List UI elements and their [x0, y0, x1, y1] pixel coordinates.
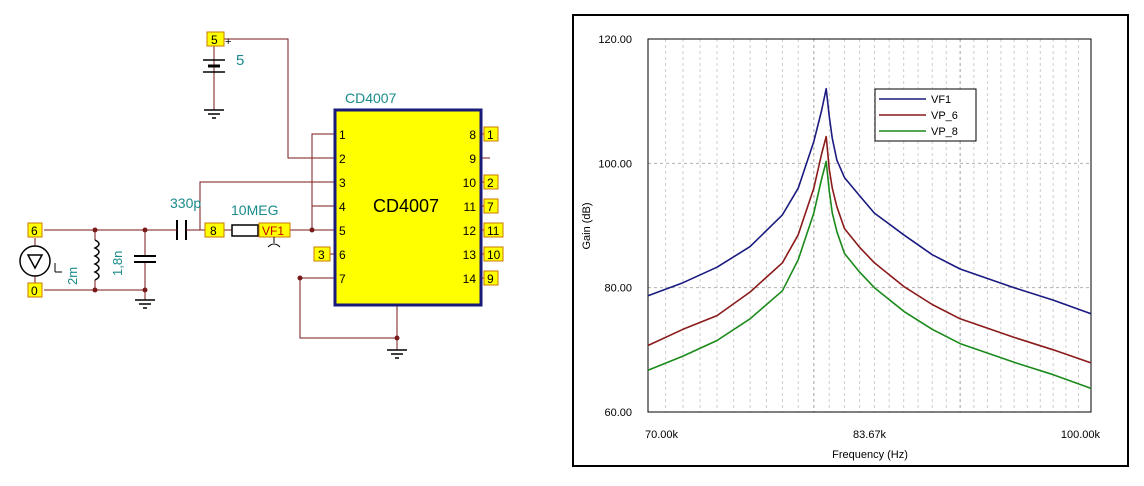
svg-text:5: 5 — [211, 33, 218, 47]
y-tick-label: 80.00 — [604, 283, 632, 295]
svg-text:11: 11 — [487, 224, 500, 238]
svg-text:0: 0 — [31, 284, 38, 298]
legend-items: VF1 VP_6 VP_8 — [879, 94, 958, 138]
chip-pin-number: 7 — [339, 272, 346, 286]
battery-symbol — [203, 59, 225, 73]
chip-pin-number: 9 — [469, 152, 476, 166]
junction-dot — [92, 287, 98, 293]
svg-text:8: 8 — [210, 224, 217, 238]
node-tag-0[interactable]: 0 — [27, 282, 43, 298]
x-axis-label: Frequency (Hz) — [832, 449, 908, 461]
legend-label: VP_8 — [931, 126, 958, 138]
chip-part-label: CD4007 — [345, 90, 397, 106]
y-tick-label: 100.00 — [598, 158, 632, 170]
pin1-bus-wire — [311, 133, 335, 230]
chip-pin-number: 14 — [463, 272, 477, 286]
series-line-vp_8 — [647, 160, 1092, 390]
node-tag-10[interactable]: 10 — [481, 246, 504, 262]
resistor-icon — [231, 224, 259, 237]
y-axis-label: Gain (dB) — [581, 202, 593, 249]
chip-body[interactable] — [333, 108, 483, 307]
battery-value-label: 5 — [236, 52, 244, 69]
junction-dot — [92, 227, 98, 233]
battery-plus-sign: + — [225, 36, 231, 48]
node-tag-3[interactable]: 3 — [313, 246, 331, 262]
junction-dot — [297, 275, 303, 281]
chip-pin-number: 2 — [339, 152, 346, 166]
series-line-vp_6 — [647, 135, 1092, 364]
x-tick-label: 100.00k — [1061, 429, 1101, 441]
chart-panel: 60.00 80.00 100.00 120.00 70.00k 83.67k 100.00… — [572, 14, 1129, 467]
x-tick-label: 83.67k — [853, 429, 887, 441]
y-tick-label: 60.00 — [604, 407, 632, 419]
chip-body-label: CD4007 — [373, 196, 439, 216]
series-line-vf1 — [647, 87, 1092, 315]
chip-pin-number: 8 — [469, 128, 476, 142]
node-tag-8[interactable]: 8 — [204, 222, 225, 238]
chip-pin-number: 12 — [463, 224, 477, 238]
node-tag-5[interactable]: 5 — [206, 31, 225, 47]
node-tag-1[interactable]: 1 — [481, 126, 499, 142]
junction-dot — [142, 227, 148, 233]
node-tag-7[interactable]: 7 — [481, 198, 499, 214]
chip-pin-number: 11 — [464, 200, 477, 214]
series-lines — [647, 87, 1092, 390]
chip-pin-number: 10 — [463, 176, 477, 190]
legend-label: VF1 — [931, 94, 951, 106]
chip-pin-number: 6 — [339, 248, 346, 262]
junction-dot — [142, 287, 148, 293]
svg-text:1: 1 — [487, 128, 494, 142]
resistor-value-label: 10MEG — [231, 202, 278, 218]
y-tick-label: 120.00 — [598, 34, 632, 46]
pin7-wire — [299, 277, 397, 339]
plot-area-border — [647, 38, 1092, 413]
gain-chart: 60.00 80.00 100.00 120.00 70.00k 83.67k 100.00… — [581, 34, 1100, 461]
grid-lines — [648, 39, 1091, 412]
pin3-wire — [199, 181, 335, 230]
chip-pin-number: 5 — [339, 224, 346, 238]
probe-ground-icon — [267, 237, 281, 248]
ground-icon — [135, 299, 155, 309]
legend[interactable]: VF1 VP_6 VP_8 — [874, 88, 977, 142]
ground-icon — [204, 109, 224, 119]
ground-icon — [387, 349, 407, 359]
chip-pin-number: 1 — [339, 128, 346, 142]
circuit-schematic: + 5 2m 1,8n 330p 10MEG V — [19, 31, 504, 359]
svg-text:9: 9 — [487, 272, 494, 286]
svg-text:10: 10 — [487, 248, 501, 262]
junction-dot — [394, 335, 400, 341]
inductor-value-label: 2m — [65, 267, 80, 285]
svg-text:2: 2 — [487, 176, 494, 190]
tick-labels: 60.00 80.00 100.00 120.00 70.00k 83.67k 100.00… — [598, 34, 1100, 441]
chip-pin-number: 3 — [339, 176, 346, 190]
svg-text:6: 6 — [31, 224, 38, 238]
junctions — [92, 227, 400, 341]
shunt-capacitor-icon — [134, 255, 156, 263]
x-tick-label: 70.00k — [645, 429, 679, 441]
node-tag-6[interactable]: 6 — [27, 222, 43, 238]
series-cap-value-label: 330p — [170, 195, 201, 211]
shunt-cap-value-label: 1,8n — [110, 251, 125, 276]
node-tag-9[interactable]: 9 — [481, 270, 499, 286]
inductor-icon — [93, 239, 100, 281]
node-tag-11[interactable]: 11 — [481, 222, 504, 238]
svg-text:3: 3 — [318, 248, 325, 262]
svg-text:7: 7 — [487, 200, 494, 214]
junction-dot — [309, 227, 315, 233]
series-capacitor-icon — [176, 220, 187, 240]
chip-pin-number: 13 — [463, 248, 477, 262]
probe-label: VF1 — [262, 224, 284, 238]
voltage-source-icon — [19, 245, 62, 277]
legend-label: VP_6 — [931, 110, 958, 122]
node-tag-2[interactable]: 2 — [481, 174, 499, 190]
chip-pin-number: 4 — [339, 200, 346, 214]
